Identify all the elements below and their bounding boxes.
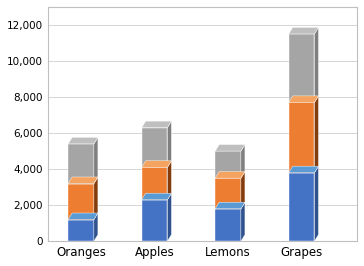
Polygon shape — [215, 172, 245, 178]
Bar — [142, 128, 167, 167]
Polygon shape — [289, 96, 318, 102]
Polygon shape — [215, 202, 245, 209]
Polygon shape — [314, 166, 318, 241]
Polygon shape — [167, 121, 171, 167]
Polygon shape — [167, 193, 171, 241]
Polygon shape — [68, 213, 98, 219]
Bar — [68, 144, 94, 184]
Bar — [142, 167, 167, 200]
Polygon shape — [142, 161, 171, 167]
Polygon shape — [68, 137, 98, 144]
Polygon shape — [241, 202, 245, 241]
Polygon shape — [142, 121, 171, 128]
Polygon shape — [289, 166, 318, 173]
Polygon shape — [167, 161, 171, 200]
Polygon shape — [314, 96, 318, 173]
Polygon shape — [68, 177, 98, 184]
Polygon shape — [289, 27, 318, 34]
Bar — [215, 209, 241, 241]
Bar — [289, 102, 314, 173]
Polygon shape — [142, 193, 171, 200]
Bar — [68, 219, 94, 241]
Bar — [215, 178, 241, 209]
Polygon shape — [215, 144, 245, 151]
Polygon shape — [314, 27, 318, 102]
Polygon shape — [241, 144, 245, 178]
Polygon shape — [241, 172, 245, 209]
Polygon shape — [94, 213, 98, 241]
Polygon shape — [94, 177, 98, 219]
Bar — [289, 34, 314, 102]
Bar — [142, 200, 167, 241]
Bar — [215, 151, 241, 178]
Bar — [289, 173, 314, 241]
Polygon shape — [94, 137, 98, 184]
Bar — [68, 184, 94, 219]
